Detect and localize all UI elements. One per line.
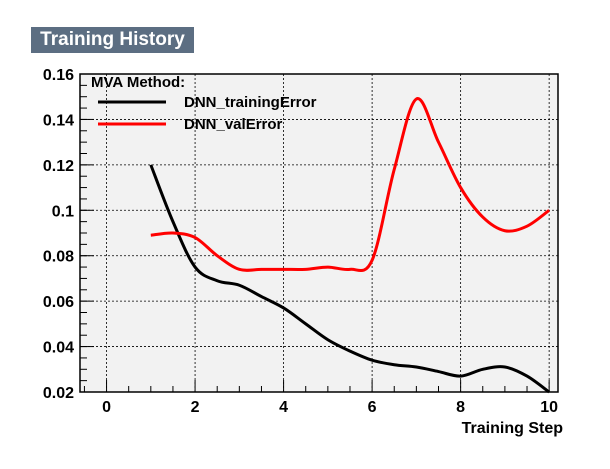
axis-ticks [80, 73, 550, 393]
y-tick-label: 0.14 [43, 112, 74, 129]
x-tick-label: 6 [368, 399, 377, 416]
series-lines [149, 97, 551, 394]
chart-title: Training History [31, 27, 194, 53]
x-tick-label: 8 [456, 399, 465, 416]
legend: MVA Method: DNN_trainingError DNN_valErro… [91, 74, 317, 133]
legend-label: DNN_valError [184, 116, 283, 133]
y-tick-label: 0.12 [43, 158, 74, 175]
y-tick-label: 0.06 [43, 294, 74, 311]
legend-title: MVA Method: [91, 74, 185, 91]
series-line-DNN_valError [150, 97, 551, 273]
y-tick-label: 0.16 [43, 67, 74, 84]
x-tick-label: 10 [540, 399, 558, 416]
x-tick-label: 2 [191, 399, 200, 416]
y-tick-label: 0.1 [52, 203, 74, 220]
tick-labels: 0 2 4 6 8 10 0.02 0.04 0.06 0.08 0.1 0.12 0.14 0.16 [43, 67, 558, 416]
x-axis-title: Training Step [462, 420, 564, 437]
y-tick-label: 0.04 [43, 340, 74, 357]
x-tick-label: 4 [279, 399, 288, 416]
y-tick-label: 0.02 [43, 385, 74, 402]
series-line-DNN_trainingError [149, 164, 551, 394]
grid [80, 73, 558, 393]
plot-background [80, 74, 558, 392]
legend-label: DNN_trainingError [184, 94, 317, 111]
y-tick-label: 0.08 [43, 249, 74, 266]
x-tick-label: 0 [102, 399, 111, 416]
